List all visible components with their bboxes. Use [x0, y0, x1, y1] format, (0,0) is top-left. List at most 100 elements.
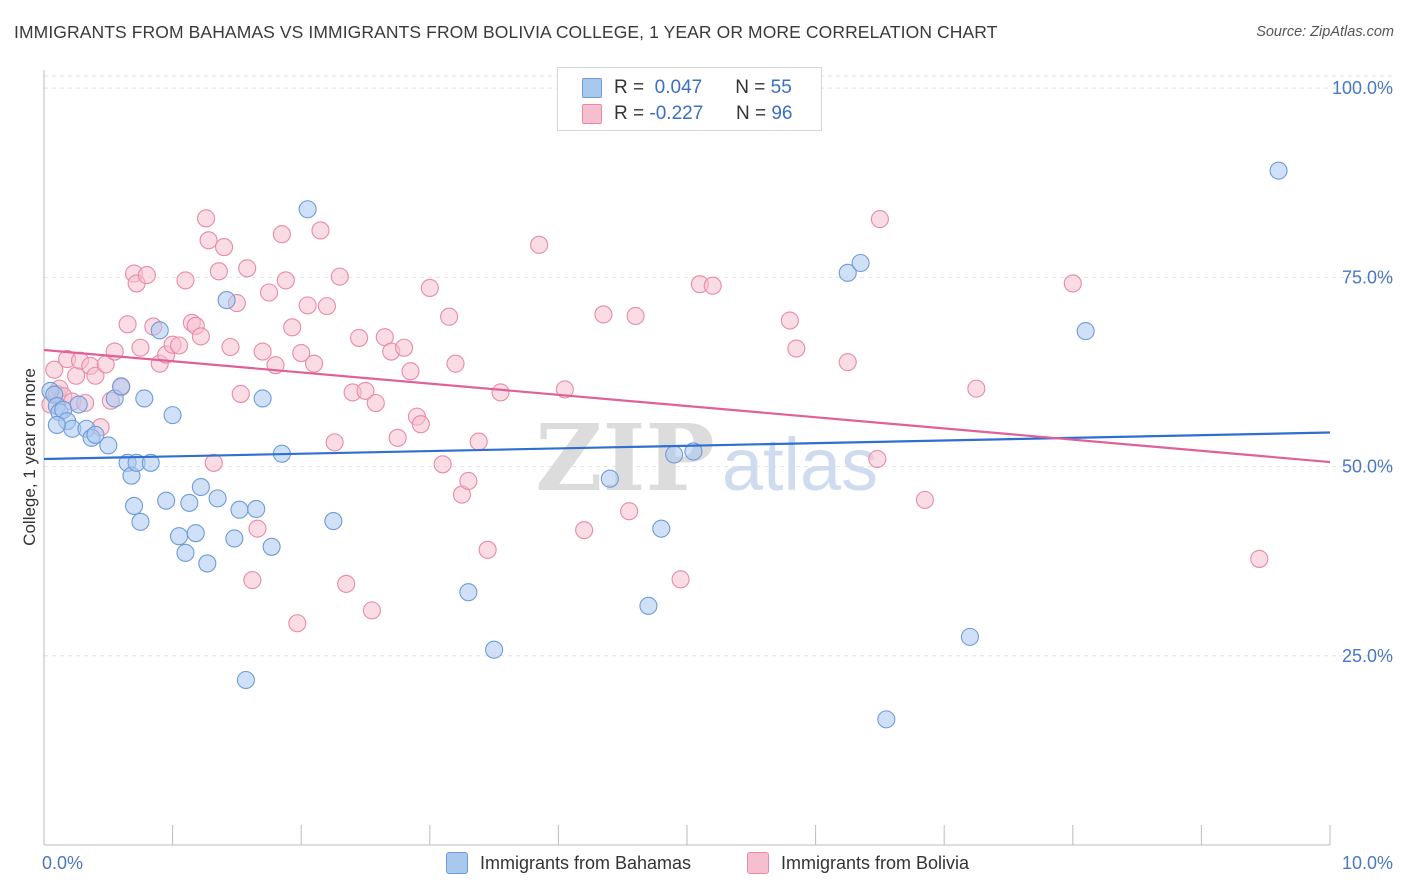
bahamas-point [135, 389, 154, 408]
bolivia-point [459, 471, 478, 491]
bahamas-point [47, 415, 66, 435]
bahamas-point [131, 512, 150, 531]
bahamas-point [208, 489, 227, 508]
bahamas-point [298, 200, 317, 219]
bolivia-point [221, 337, 240, 357]
bolivia-point [491, 383, 510, 402]
bolivia-point [298, 296, 317, 315]
bahamas-point [652, 519, 671, 538]
bolivia-point [288, 614, 307, 633]
bahamas-point [324, 512, 343, 531]
bolivia-point [440, 307, 459, 326]
bahamas-point [217, 291, 236, 310]
legend-n-label: N = [735, 77, 766, 98]
bolivia-point [838, 353, 857, 372]
bahamas-point [1269, 161, 1288, 180]
series-label-bahamas: Immigrants from Bahamas [480, 852, 692, 873]
series-legend: Immigrants from Bahamas Immigrants from … [0, 852, 1406, 878]
legend-row-bolivia: R = -0.227 N = 96 [582, 102, 792, 126]
bolivia-point [671, 570, 690, 589]
gridlines [44, 75, 1392, 657]
series-legend-bahamas[interactable]: Immigrants from Bahamas [446, 852, 691, 874]
watermark: ZIP atlas [535, 404, 878, 512]
bolivia-point [45, 360, 64, 379]
bahamas-point [253, 389, 272, 408]
legend-swatch-bahamas [582, 78, 602, 98]
bolivia-point [395, 338, 414, 357]
bolivia-point [253, 342, 272, 361]
bahamas-point [485, 640, 504, 659]
bolivia-point [248, 519, 267, 538]
bolivia-point [446, 354, 465, 373]
series-swatch-bolivia [747, 852, 769, 874]
bolivia-point [401, 362, 420, 381]
bolivia-point [967, 379, 986, 398]
bolivia-trend-line [43, 348, 1331, 464]
bolivia-point [868, 449, 887, 469]
bolivia-point [325, 433, 344, 452]
bolivia-point [388, 428, 407, 447]
legend-n-label: N = [735, 103, 767, 124]
bolivia-point [420, 278, 439, 298]
bahamas-point [150, 321, 169, 340]
bahamas-point [198, 554, 217, 573]
bolivia-point [780, 311, 799, 330]
bolivia-point [209, 262, 228, 281]
stats-legend: R = 0.047 N = 55 R = -0.227 N = 96 [557, 67, 822, 131]
legend-r-label: R = [614, 103, 645, 124]
bolivia-point [330, 267, 349, 286]
bolivia-point [272, 225, 291, 244]
bahamas-point [176, 543, 195, 562]
bahamas-point [665, 445, 684, 464]
legend-r-label: R = [614, 77, 645, 98]
bahamas-point [169, 527, 189, 546]
bahamas-point [157, 491, 176, 510]
bolivia-point [214, 238, 234, 257]
bahamas-point [230, 500, 249, 519]
bolivia-point [305, 354, 324, 373]
y-tick-label: 75.0% [1342, 267, 1393, 287]
bolivia-point [915, 490, 934, 509]
bahamas-point [141, 453, 160, 472]
y-tick-label: 100.0% [1332, 78, 1393, 98]
bolivia-point [530, 235, 549, 254]
tick-labels: 25.0% 50.0% 75.0% 100.0% 0.0% 10.0% [42, 78, 1393, 873]
x-tick-label-max: 10.0% [1342, 853, 1393, 873]
y-tick-label: 50.0% [1342, 457, 1393, 477]
bolivia-point [311, 221, 330, 240]
bahamas-point [69, 395, 88, 414]
bolivia-point [276, 271, 295, 290]
source-label: Source: ZipAtlas.com [1256, 24, 1394, 40]
bahamas-point [684, 442, 703, 461]
bahamas-point [112, 377, 131, 396]
bolivia-point [356, 381, 375, 400]
bolivia-point [703, 276, 722, 295]
bahamas-point [225, 529, 244, 548]
y-tick-label: 25.0% [1342, 646, 1393, 666]
bolivia-point [204, 453, 223, 472]
watermark-atlas: atlas [722, 423, 878, 506]
bolivia-point [259, 283, 279, 302]
bolivia-point [131, 338, 150, 357]
bolivia-point [137, 266, 156, 285]
bahamas-point [236, 670, 255, 690]
series-legend-bolivia[interactable]: Immigrants from Bolivia [747, 852, 969, 874]
bolivia-point [199, 231, 218, 250]
bahamas-point [191, 477, 210, 497]
bolivia-point [350, 328, 369, 347]
bahamas-trend-line [43, 431, 1331, 461]
watermark-zip: ZIP [535, 404, 714, 512]
legend-row-bahamas: R = 0.047 N = 55 [582, 76, 792, 100]
bolivia-point [575, 521, 594, 540]
bolivia-point [555, 380, 574, 399]
bahamas-points [41, 161, 1288, 729]
bolivia-point [787, 339, 806, 358]
bolivia-point [362, 601, 381, 620]
bolivia-point [469, 432, 488, 451]
bolivia-point [594, 305, 613, 324]
bolivia-point [620, 502, 639, 521]
bahamas-point [180, 493, 199, 512]
series-swatch-bahamas [446, 852, 468, 874]
bolivia-points [41, 209, 1269, 633]
bahamas-point [639, 596, 658, 615]
